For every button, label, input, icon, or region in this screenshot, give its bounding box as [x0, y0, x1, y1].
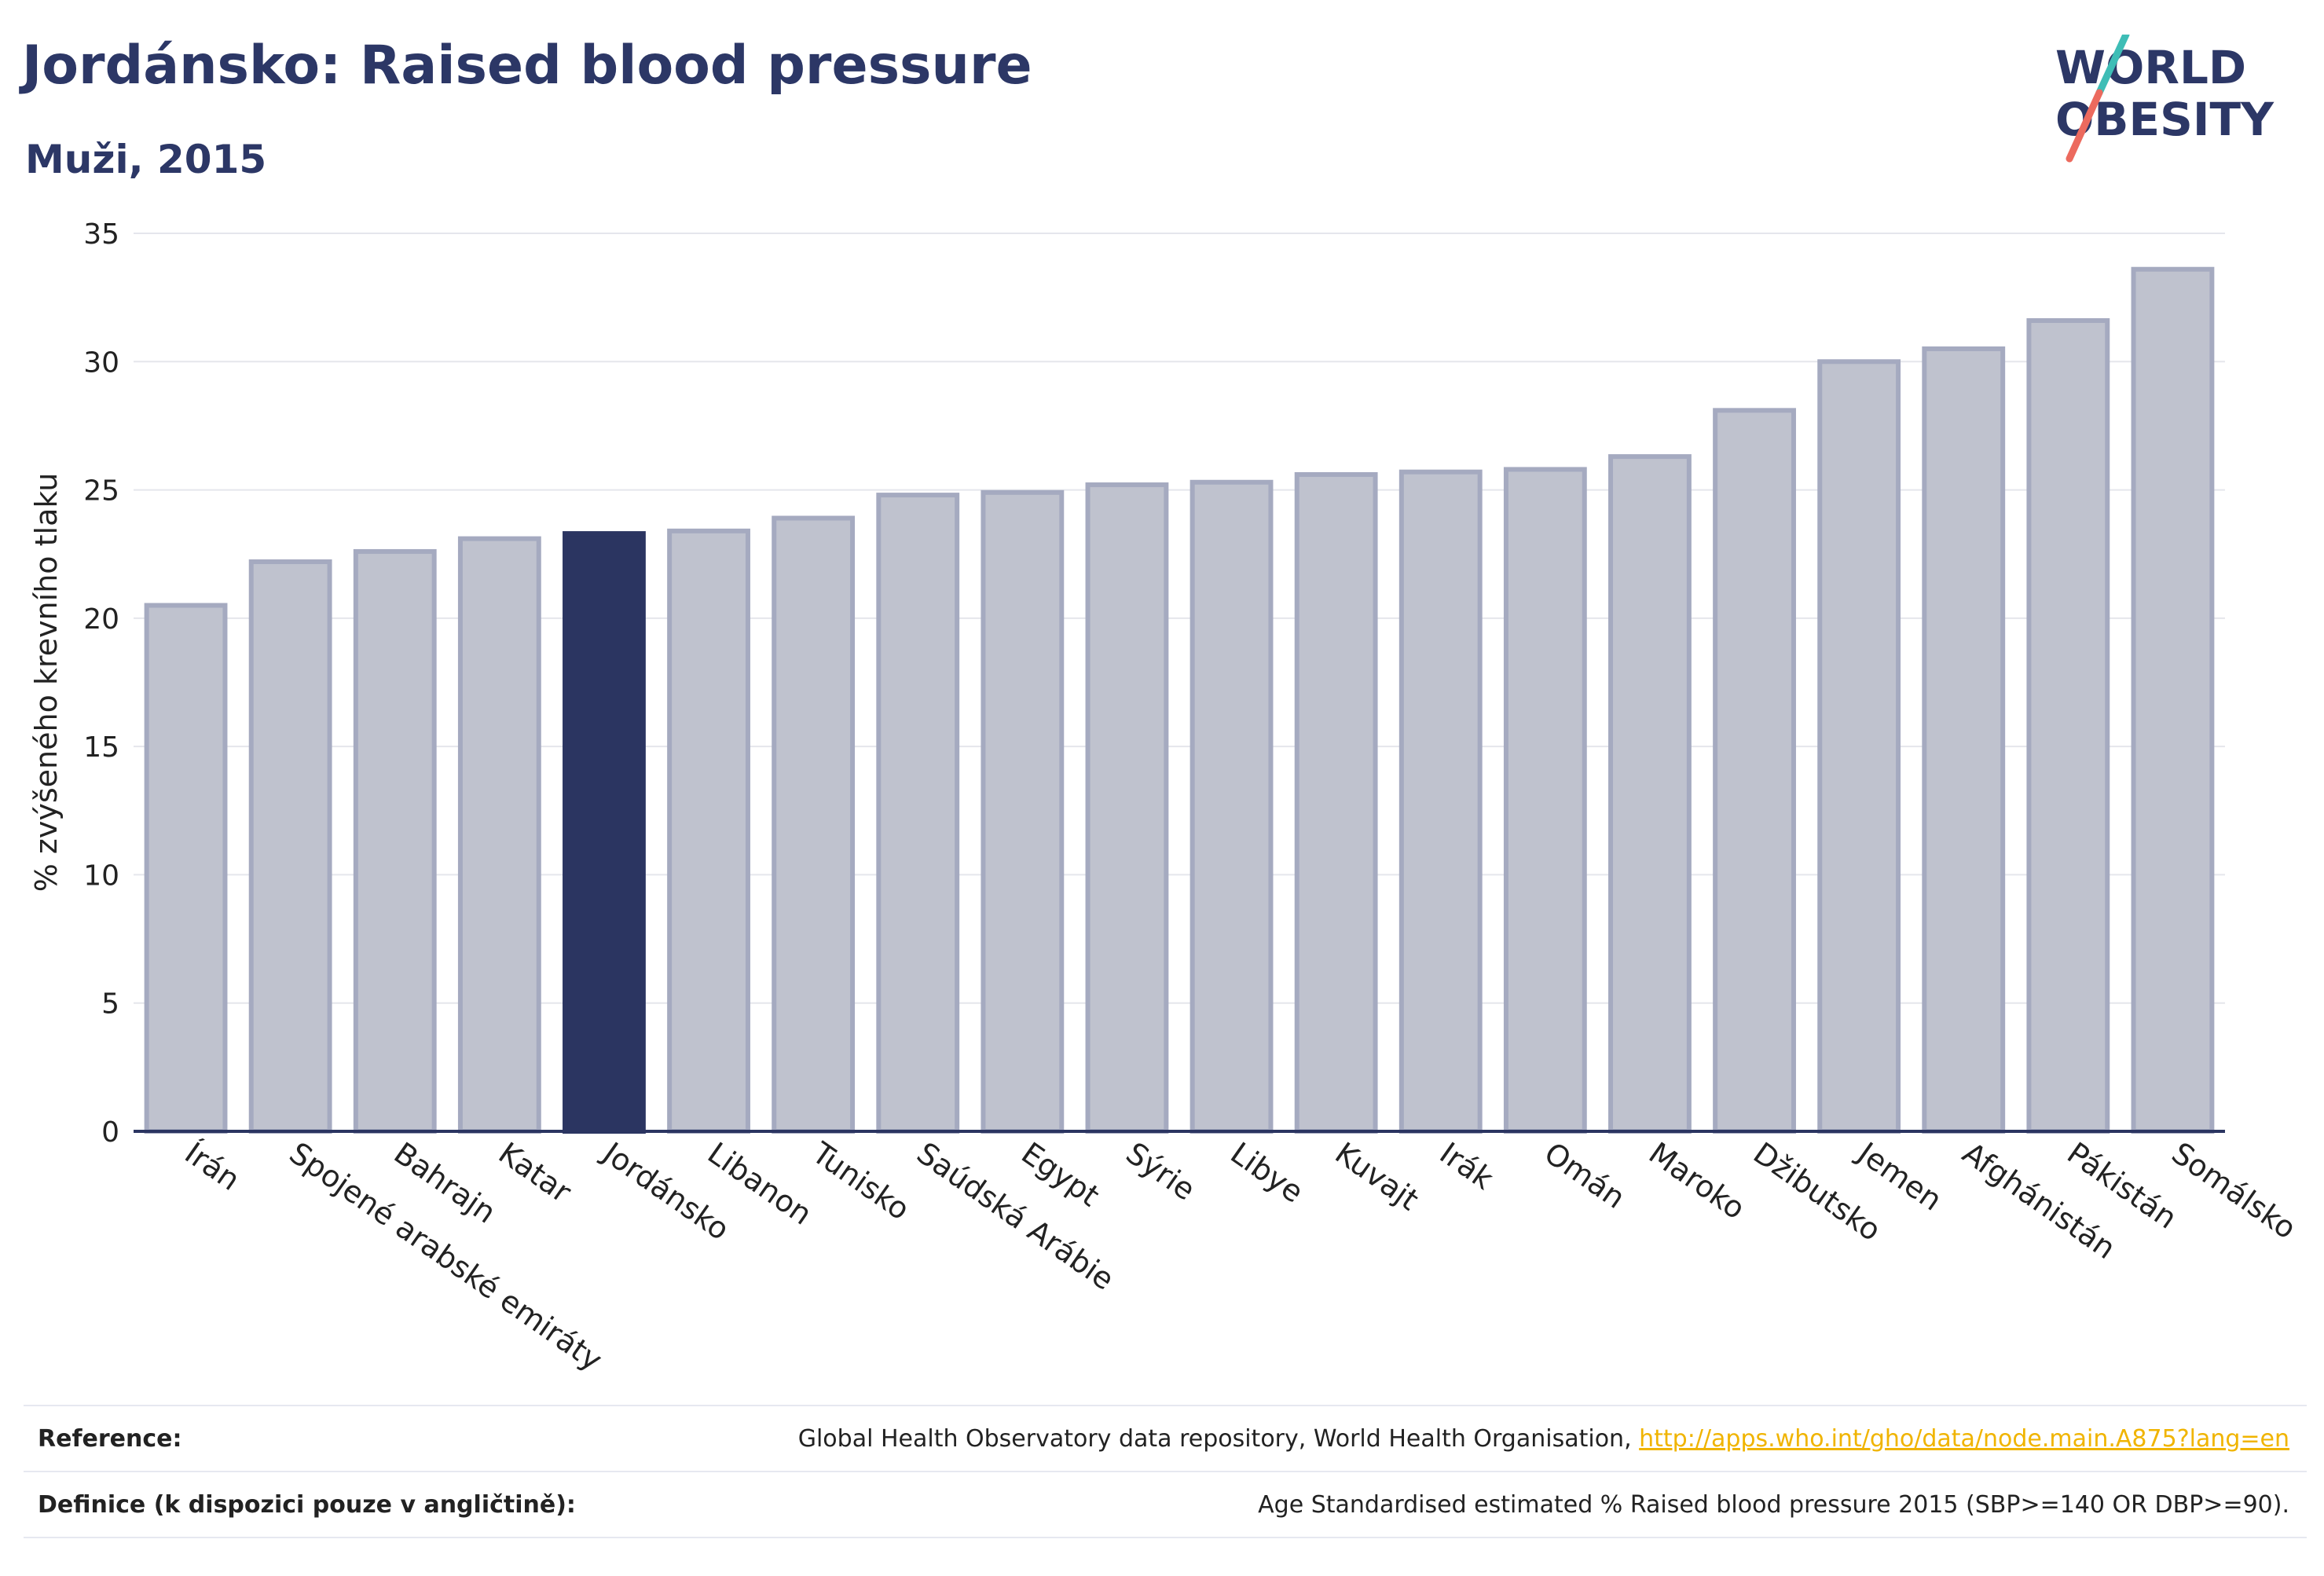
- bar-4[interactable]: [563, 531, 646, 1134]
- logo-slash-teal: [2095, 35, 2130, 97]
- chart-title: Jordánsko: Raised blood pressure: [22, 35, 1032, 97]
- bar-7[interactable]: [876, 493, 960, 1134]
- bar-17[interactable]: [1922, 346, 2006, 1134]
- x-tick-label: Egypt: [1015, 1135, 1105, 1213]
- bar-8[interactable]: [981, 489, 1065, 1134]
- bar-19[interactable]: [2131, 266, 2215, 1134]
- bar-14[interactable]: [1608, 454, 1692, 1134]
- bar-11[interactable]: [1294, 471, 1378, 1134]
- reference-value: Global Health Observatory data repositor…: [798, 1425, 2307, 1453]
- y-tick-label: 30: [83, 346, 119, 379]
- reference-row: Reference: Global Health Observatory dat…: [24, 1406, 2307, 1471]
- footer-divider: [24, 1537, 2307, 1538]
- bars: [144, 266, 2215, 1134]
- x-tick-label: Libye: [1224, 1135, 1310, 1209]
- world-obesity-logo: WORLD OBESITY: [2055, 35, 2275, 163]
- x-tick-label: Irák: [1434, 1135, 1500, 1196]
- bar-16[interactable]: [1817, 359, 1901, 1134]
- y-tick-label: 25: [83, 475, 119, 508]
- x-tick-label: Sýrie: [1120, 1135, 1201, 1207]
- definition-row: Definice (k dispozici pouze v angličtině…: [24, 1472, 2307, 1537]
- x-tick-label: Kuvajt: [1329, 1135, 1424, 1217]
- y-tick-label: 0: [101, 1116, 119, 1149]
- logo-slash-coral: [2066, 89, 2103, 163]
- y-axis-label: % zvýšeného krevního tlaku: [29, 473, 64, 892]
- grid-lines: [134, 233, 2225, 1132]
- bar-15[interactable]: [1713, 408, 1796, 1134]
- bar-13[interactable]: [1503, 467, 1587, 1134]
- x-tick-label: Tunisko: [805, 1135, 916, 1227]
- y-tick-label: 20: [83, 603, 119, 636]
- bar-5[interactable]: [667, 528, 750, 1134]
- y-tick-label: 35: [83, 218, 119, 251]
- bar-0[interactable]: [144, 603, 228, 1134]
- reference-label: Reference:: [38, 1424, 182, 1453]
- x-tick-label: Katar: [493, 1135, 578, 1209]
- x-tick-label: Írán: [178, 1135, 246, 1197]
- logo-line-1: WORLD: [2055, 41, 2246, 94]
- bar-10[interactable]: [1189, 479, 1274, 1134]
- definition-label: Definice (k dispozici pouze v angličtině…: [38, 1490, 576, 1519]
- chart-subtitle: Muži, 2015: [25, 137, 267, 182]
- reference-text: Global Health Observatory data repositor…: [797, 1424, 1640, 1453]
- footer-divider: [24, 1405, 2307, 1406]
- bar-12[interactable]: [1398, 469, 1483, 1134]
- bar-1[interactable]: [248, 559, 332, 1134]
- footer-divider: [24, 1471, 2307, 1472]
- bar-9[interactable]: [1085, 482, 1169, 1134]
- x-tick-label: Omán: [1538, 1135, 1632, 1215]
- y-tick-label: 5: [101, 988, 119, 1021]
- x-tick-label: Maroko: [1643, 1135, 1751, 1226]
- x-tick-label: Somálsko: [2165, 1135, 2302, 1245]
- y-axis: 0 5 10 15 20 25 30 35: [83, 218, 119, 1149]
- bar-18[interactable]: [2026, 318, 2110, 1134]
- bar-3[interactable]: [457, 536, 541, 1134]
- y-tick-label: 10: [83, 859, 119, 892]
- bar-chart: 0 5 10 15 20 25 30 35 Írán Spojené arabské emirá…: [29, 218, 2303, 1378]
- bar-6[interactable]: [772, 515, 856, 1134]
- y-tick-label: 15: [83, 731, 119, 764]
- x-tick-label: Saúdská Arábie: [911, 1135, 1120, 1296]
- bar-2[interactable]: [353, 548, 437, 1134]
- reference-link[interactable]: http://apps.who.int/gho/data/node.main.A…: [1639, 1424, 2289, 1453]
- definition-value: Age Standardised estimated % Raised bloo…: [1258, 1490, 2289, 1519]
